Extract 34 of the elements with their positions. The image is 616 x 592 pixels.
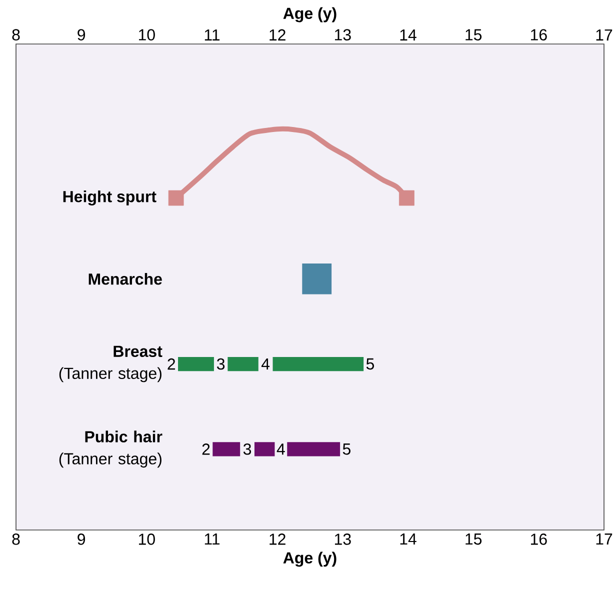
annotation: 2 bbox=[168, 358, 176, 370]
x-tick-label: 15 bbox=[466, 29, 482, 40]
x-axis-title: Age (y) bbox=[283, 552, 336, 567]
x-tick-label: 13 bbox=[334, 29, 351, 40]
x-tick-label: 17 bbox=[596, 29, 612, 40]
x-tick-label: 16 bbox=[530, 534, 547, 545]
x-tick-label: 14 bbox=[400, 29, 416, 40]
annotation: 3 bbox=[216, 358, 225, 370]
x-tick-label: 11 bbox=[204, 534, 220, 545]
x-tick-label: 15 bbox=[466, 534, 482, 545]
x-tick-label: 13 bbox=[334, 534, 351, 545]
x-tick-label: 9 bbox=[78, 534, 86, 545]
annotation: 2 bbox=[202, 444, 210, 455]
x-tick-label: 14 bbox=[400, 534, 416, 545]
x-tick-label: 9 bbox=[78, 29, 86, 40]
annotation: 5 bbox=[366, 358, 374, 370]
y-tick-label: Breast (Tanner stage) bbox=[59, 346, 162, 382]
series-label: Height spurt bbox=[63, 190, 156, 206]
x-tick-label: 12 bbox=[270, 29, 286, 40]
x-tick-label: 12 bbox=[270, 534, 286, 545]
annotation: 4 bbox=[261, 358, 270, 370]
y-tick-label: Pubic hair (Tanner stage) bbox=[59, 430, 162, 468]
x-axis-title: Age (y) bbox=[283, 7, 336, 22]
x-tick-label: 8 bbox=[12, 534, 20, 545]
x-tick-label: 10 bbox=[138, 29, 155, 40]
annotation: 4 bbox=[276, 444, 285, 455]
x-tick-label: 16 bbox=[530, 29, 547, 40]
x-tick-label: 17 bbox=[596, 534, 612, 545]
x-tick-label: 11 bbox=[204, 29, 220, 40]
y-tick-label: Menarche bbox=[88, 273, 162, 285]
annotation: 5 bbox=[342, 444, 350, 455]
x-tick-label: 10 bbox=[138, 534, 155, 545]
x-tick-label: 8 bbox=[12, 29, 20, 40]
annotation: 3 bbox=[243, 443, 252, 455]
